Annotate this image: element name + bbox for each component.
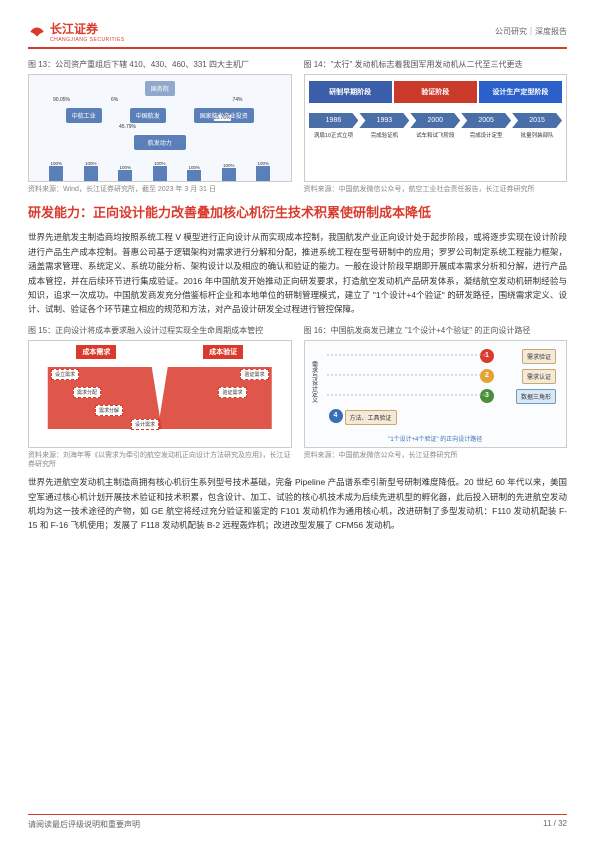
fig14-source: 资料来源：中国航发微信公众号，航空工业社会责任报告，长江证券研究所 bbox=[304, 185, 568, 194]
fig15-chart: 成本需求 成本验证 设立需求 验证需求 需求分配 验证需求 需求分解 设计需 bbox=[28, 340, 292, 448]
logo-icon bbox=[28, 23, 46, 41]
fig16-column: 图 16：中国航发商发已建立 "1个设计+4个验证" 的正向设计路径 需求与设计… bbox=[304, 325, 568, 469]
v-box: 验证需求 bbox=[240, 369, 268, 380]
org-pct: 45.79% bbox=[119, 124, 136, 130]
fig13-title: 图 13：公司资产重组后下辖 410、430、460、331 四大主机厂 bbox=[28, 59, 292, 70]
logo: 长江证券 CHANGJIANG SECURITIES bbox=[28, 20, 125, 43]
org-subsidiary: 100% bbox=[187, 165, 201, 182]
v-box: 验证需求 bbox=[218, 387, 246, 398]
f16-step-number: 1 bbox=[480, 349, 494, 363]
page-container: 长江证券 CHANGJIANG SECURITIES 公司研究｜深度报告 图 1… bbox=[0, 0, 595, 842]
fig16-source: 资料来源：中国航发微信公众号，长江证券研究所 bbox=[304, 451, 568, 460]
timeline-year: 2015 bbox=[512, 113, 562, 128]
footer-left: 请阅读最后评级说明和重要声明 bbox=[28, 819, 140, 830]
fig13-column: 图 13：公司资产重组后下辖 410、430、460、331 四大主机厂 国务院… bbox=[28, 59, 292, 194]
f16-left-label: 需求与设计定义 bbox=[309, 361, 319, 403]
timeline-year: 1993 bbox=[359, 113, 409, 128]
logo-subtitle: CHANGJIANG SECURITIES bbox=[50, 37, 125, 43]
timeline-event: 批量列装部队 bbox=[512, 131, 562, 142]
f16-bottom-text: "1个设计+4个验证" 的正向设计路径 bbox=[305, 434, 567, 443]
v-box: 需求分解 bbox=[95, 405, 123, 416]
org-node: 中航工业 bbox=[66, 108, 102, 123]
fig16-title: 图 16：中国航发商发已建立 "1个设计+4个验证" 的正向设计路径 bbox=[304, 325, 568, 336]
body-para-2: 世界先进航空发动机主制造商拥有核心机衍生系列型号技术基础，完备 Pipeline… bbox=[28, 475, 567, 533]
fig15-column: 图 15：正向设计将成本要求融入设计过程实现全生命周期成本管控 成本需求 成本验… bbox=[28, 325, 292, 469]
section-title: 研发能力：正向设计能力改善叠加核心机衍生技术积累使研制成本降低 bbox=[28, 204, 567, 222]
figure-row-1: 图 13：公司资产重组后下辖 410、430、460、331 四大主机厂 国务院… bbox=[28, 59, 567, 194]
timeline-year: 1986 bbox=[309, 113, 359, 128]
fig15-title: 图 15：正向设计将成本要求融入设计过程实现全生命周期成本管控 bbox=[28, 325, 292, 336]
timeline-event: 涡扇10正式立项 bbox=[309, 131, 359, 142]
timeline-year: 2000 bbox=[410, 113, 460, 128]
org-subsidiary: 100% bbox=[153, 161, 167, 182]
figure-row-2: 图 15：正向设计将成本要求融入设计过程实现全生命周期成本管控 成本需求 成本验… bbox=[28, 325, 567, 469]
f16-step-number: 2 bbox=[480, 369, 494, 383]
v-left-label: 成本需求 bbox=[76, 345, 116, 359]
timeline-phase: 设计生产定型阶段 bbox=[479, 81, 562, 103]
f16-block: 方法、工具验证 bbox=[345, 410, 397, 425]
fig13-chart: 国务院 中航工业 中国航发 国家航发产业投资 90.05% 6% 74% 15.… bbox=[28, 74, 292, 182]
fig14-column: 图 14："太行" 发动机标志着我国军用发动机从二代至三代更迭 研制早期阶段验证… bbox=[304, 59, 568, 194]
f16-step-number: 3 bbox=[480, 389, 494, 403]
org-top-node: 国务院 bbox=[145, 81, 175, 96]
timeline-year: 2005 bbox=[461, 113, 511, 128]
f16-block: 需求认证 bbox=[522, 369, 556, 384]
org-subsidiary: 100% bbox=[84, 161, 98, 182]
f16-block: 数据三角形 bbox=[516, 389, 556, 404]
page-footer: 请阅读最后评级说明和重要声明 11 / 32 bbox=[28, 814, 567, 830]
org-subsidiary: 100% bbox=[256, 161, 270, 182]
v-box: 设计需求 bbox=[131, 419, 159, 430]
f16-step-number: 4 bbox=[329, 409, 343, 423]
v-box: 设立需求 bbox=[51, 369, 79, 380]
org-subsidiary: 100% bbox=[49, 161, 63, 182]
org-pct: 6% bbox=[111, 97, 118, 103]
org-pct: 15.76% bbox=[214, 115, 231, 121]
f16-block: 需求验证 bbox=[522, 349, 556, 364]
timeline-event: 完成验证机 bbox=[359, 131, 409, 142]
fig14-title: 图 14："太行" 发动机标志着我国军用发动机从二代至三代更迭 bbox=[304, 59, 568, 70]
header-right-text: 公司研究｜深度报告 bbox=[495, 26, 567, 37]
org-pct: 74% bbox=[232, 97, 242, 103]
timeline-event: 完成设计定型 bbox=[461, 131, 511, 142]
timeline-phase: 验证阶段 bbox=[394, 81, 477, 103]
fig15-source: 资料来源：刘海年等《以需求为牵引的航空发动机正向设计方法研究及应用》，长江证券研… bbox=[28, 451, 292, 469]
body-para-1: 世界先进航发主制造商均按照系统工程 V 模型进行正向设计从而实现成本控制，我国航… bbox=[28, 230, 567, 317]
fig16-chart: 需求与设计定义 需求验证 需求认证 数据三角形 方法、工具验证 1 2 3 4 "1个… bbox=[304, 340, 568, 448]
org-subsidiary: 100% bbox=[118, 165, 132, 182]
page-header: 长江证券 CHANGJIANG SECURITIES 公司研究｜深度报告 bbox=[28, 20, 567, 49]
logo-name: 长江证券 bbox=[50, 20, 125, 37]
fig13-source: 资料来源：Wind，长江证券研究所，截至 2023 年 3 月 31 日 bbox=[28, 185, 292, 194]
fig14-chart: 研制早期阶段验证阶段设计生产定型阶段 19861993200020052015 … bbox=[304, 74, 568, 182]
timeline-phase: 研制早期阶段 bbox=[309, 81, 392, 103]
v-right-label: 成本验证 bbox=[203, 345, 243, 359]
v-box: 需求分配 bbox=[73, 387, 101, 398]
footer-right: 11 / 32 bbox=[543, 819, 567, 830]
timeline-event: 试车和试飞阶段 bbox=[410, 131, 460, 142]
org-mid-node: 航发动力 bbox=[134, 135, 186, 150]
org-subsidiary: 100% bbox=[222, 163, 236, 182]
org-pct: 90.05% bbox=[53, 97, 70, 103]
org-node: 中国航发 bbox=[130, 108, 166, 123]
